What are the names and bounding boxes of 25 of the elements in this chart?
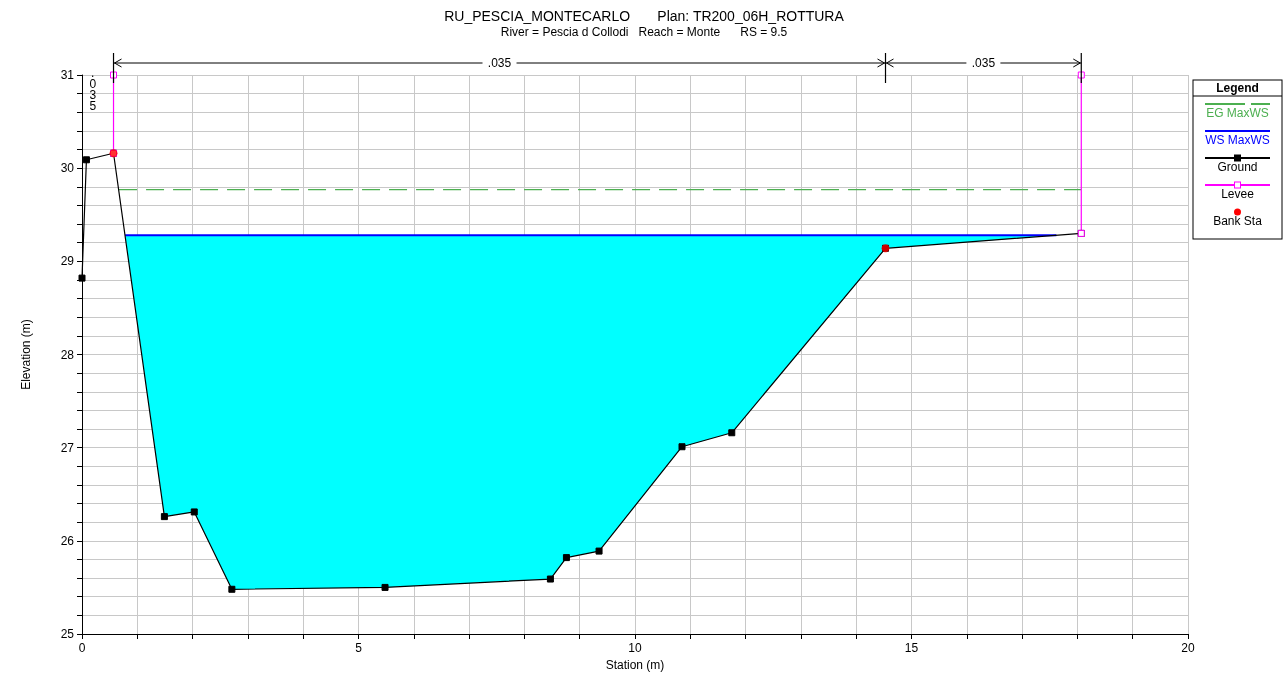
legend-label: Bank Sta (1213, 214, 1263, 228)
y-axis-title: Elevation (m) (19, 319, 33, 390)
annotation: .035 (89, 66, 97, 113)
text: .035 (971, 56, 996, 70)
y-tick-label: 29 (60, 254, 75, 269)
chart-title: RU_PESCIA_MONTECARLO Plan: TR200_06H_ROTTURA (444, 8, 845, 24)
x-tick-label: 10 (628, 641, 642, 655)
x-axis-title: Station (m) (605, 658, 665, 672)
legend-label: Levee (1221, 187, 1255, 201)
y-tick-label: 26 (60, 533, 75, 548)
y-tick-label: 25 (60, 627, 75, 641)
x-tick-label: 5 (355, 641, 363, 655)
y-tick-label: 28 (60, 347, 75, 362)
x-tick-label: 15 (904, 641, 919, 655)
legend-title: Legend (1216, 81, 1259, 95)
text: EG MaxWS (1206, 106, 1269, 120)
y-tick-label: 30 (60, 161, 75, 176)
x-tick-label: 20 (1181, 641, 1195, 655)
y-tick-label: 27 (60, 440, 75, 455)
chart-subtitle: River = Pescia d Collodi Reach = Monte RS = 9.5 (500, 25, 788, 39)
text: WS MaxWS (1205, 133, 1270, 147)
x-tick-label: 0 (78, 641, 86, 655)
y-tick-label: 31 (60, 68, 75, 82)
text: .035 (487, 56, 512, 70)
legend-label: Ground (1217, 160, 1258, 174)
